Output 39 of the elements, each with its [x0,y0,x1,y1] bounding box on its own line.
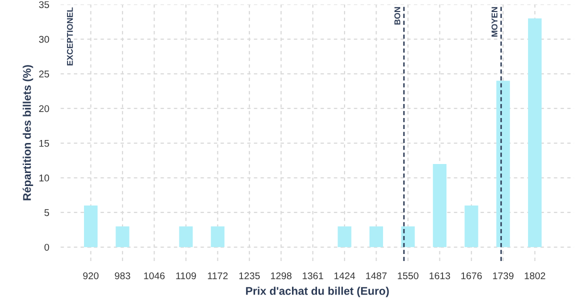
bar [338,226,352,248]
y-tick-label: 25 [39,70,50,78]
y-tick-label: 35 [39,1,50,8]
annotation: EXCEPTIONEL [66,7,73,66]
bar [210,226,224,248]
ref-line-label: MOYEN [492,7,498,37]
y-tick-label: 15 [39,140,50,147]
bar [528,18,542,248]
x-tick-label: 1361 [302,272,324,280]
x-tick-label: 1424 [334,272,356,280]
bar [401,226,415,248]
bar [84,206,98,248]
bar [464,206,478,248]
y-tick-label: 30 [39,36,50,43]
bar [432,164,446,248]
x-tick-label: 920 [83,272,99,280]
x-tick-label: 1802 [524,272,546,280]
bar [496,80,510,248]
bar [116,226,130,248]
y-axis-title: Répartition des billets (%) [22,65,34,200]
x-tick-label: 1550 [398,272,418,280]
bar [179,226,193,248]
x-tick-label: 1172 [208,272,228,280]
y-tick-label: 20 [39,105,50,112]
x-tick-label: 1235 [239,272,260,280]
x-tick-label: 1487 [366,272,387,280]
y-tick-label: 0 [44,244,50,251]
ref-line-label: BON [394,7,400,25]
x-tick-label: 1739 [493,272,514,280]
x-tick-label: 1298 [271,272,292,280]
x-tick-label: 1676 [461,272,482,280]
bar [369,226,384,248]
x-tick-label: 1109 [176,272,196,280]
y-tick-label: 10 [39,174,50,182]
x-tick-label: 983 [114,272,130,280]
x-axis-title: Prix d'achat du billet (Euro) [246,286,389,298]
x-tick-label: 1046 [144,272,165,280]
y-tick-label: 5 [44,209,50,216]
x-tick-label: 1613 [430,272,450,280]
